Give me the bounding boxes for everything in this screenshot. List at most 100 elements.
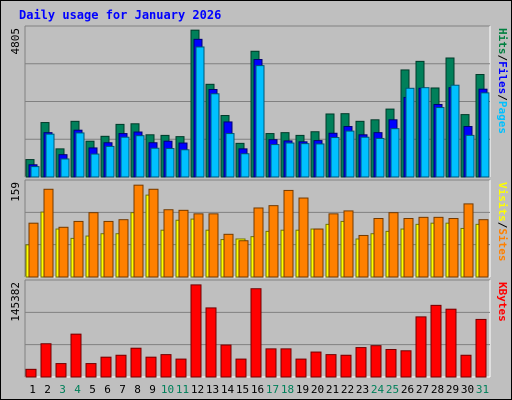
bar-sites-day-27 bbox=[418, 216, 429, 278]
bar-pages-day-17 bbox=[270, 144, 280, 178]
day-label-6: 6 bbox=[104, 383, 111, 396]
day-label-15: 15 bbox=[236, 383, 249, 396]
bar-kbytes-day-30 bbox=[460, 354, 472, 378]
bar-pages-day-14 bbox=[225, 133, 235, 178]
bar-pages-day-25 bbox=[390, 128, 400, 178]
bar-sites-day-7 bbox=[118, 219, 129, 278]
legend-kbytes: KBytes bbox=[496, 282, 509, 322]
bar-sites-day-10 bbox=[163, 209, 174, 278]
bar-sites-day-29 bbox=[448, 218, 459, 278]
day-label-30: 30 bbox=[461, 383, 474, 396]
legend-entry: Hits bbox=[496, 28, 509, 55]
day-label-16: 16 bbox=[251, 383, 264, 396]
bar-kbytes-day-6 bbox=[100, 356, 112, 378]
legend-entry: / bbox=[496, 222, 509, 229]
day-label-19: 19 bbox=[296, 383, 309, 396]
bar-kbytes-day-17 bbox=[265, 348, 277, 378]
bar-pages-day-6 bbox=[105, 145, 115, 178]
bar-pages-day-10 bbox=[165, 148, 175, 178]
legend-sites-visits: Visits/Sites bbox=[496, 182, 509, 262]
chart-title: Daily usage for January 2026 bbox=[19, 8, 222, 22]
bar-kbytes-day-29 bbox=[445, 308, 457, 378]
bar-pages-day-7 bbox=[120, 136, 130, 178]
legend-entry: / bbox=[496, 55, 509, 62]
bar-pages-day-11 bbox=[180, 149, 190, 178]
bar-sites-day-3 bbox=[58, 226, 69, 278]
bar-kbytes-day-12 bbox=[190, 284, 202, 378]
bar-sites-day-28 bbox=[433, 216, 444, 278]
bar-kbytes-day-25 bbox=[385, 348, 397, 378]
legend-entry: Files bbox=[496, 61, 509, 94]
day-label-27: 27 bbox=[416, 383, 429, 396]
day-label-2: 2 bbox=[44, 383, 51, 396]
bar-kbytes-day-9 bbox=[145, 356, 157, 378]
bar-sites-day-8 bbox=[133, 184, 144, 278]
bar-kbytes-day-24 bbox=[370, 345, 382, 378]
bar-sites-day-12 bbox=[193, 213, 204, 278]
bar-kbytes-day-8 bbox=[130, 347, 142, 378]
bar-pages-day-19 bbox=[300, 143, 310, 178]
bar-kbytes-day-3 bbox=[55, 363, 67, 378]
bar-kbytes-day-14 bbox=[220, 344, 232, 378]
day-label-29: 29 bbox=[446, 383, 459, 396]
bar-pages-day-23 bbox=[360, 136, 370, 178]
bar-kbytes-day-16 bbox=[250, 288, 262, 378]
bar-pages-day-31 bbox=[480, 92, 490, 178]
bar-kbytes-day-23 bbox=[355, 347, 367, 378]
bar-sites-day-4 bbox=[73, 220, 84, 278]
bar-kbytes-day-18 bbox=[280, 348, 292, 378]
bar-pages-day-4 bbox=[75, 132, 85, 178]
legend-entry: Pages bbox=[496, 101, 509, 134]
bar-pages-day-24 bbox=[375, 137, 385, 178]
bar-kbytes-day-10 bbox=[160, 354, 172, 378]
bar-sites-day-19 bbox=[298, 197, 309, 278]
bar-sites-day-24 bbox=[373, 218, 384, 278]
bar-kbytes-day-28 bbox=[430, 304, 442, 378]
bar-sites-day-1 bbox=[28, 222, 39, 278]
bar-kbytes-day-21 bbox=[325, 354, 337, 378]
bar-sites-day-13 bbox=[208, 213, 219, 278]
bar-sites-day-9 bbox=[148, 188, 159, 278]
bar-sites-day-14 bbox=[223, 233, 234, 278]
day-label-31: 31 bbox=[476, 383, 489, 396]
bar-pages-day-12 bbox=[195, 46, 205, 178]
day-label-9: 9 bbox=[149, 383, 156, 396]
bar-pages-day-16 bbox=[255, 65, 265, 178]
bar-kbytes-day-19 bbox=[295, 358, 307, 378]
bar-kbytes-day-1 bbox=[25, 368, 37, 378]
bar-pages-day-26 bbox=[405, 87, 415, 178]
bar-kbytes-day-22 bbox=[340, 354, 352, 378]
legend-pages-files-hits: Hits/Files/Pages bbox=[496, 28, 509, 134]
bar-pages-day-22 bbox=[345, 130, 355, 178]
bar-sites-day-26 bbox=[403, 218, 414, 278]
bar-kbytes-day-11 bbox=[175, 358, 187, 378]
bar-sites-day-15 bbox=[238, 240, 249, 278]
bar-kbytes-day-26 bbox=[400, 350, 412, 378]
bar-pages-day-8 bbox=[135, 135, 145, 178]
bar-sites-day-30 bbox=[463, 203, 474, 278]
day-label-25: 25 bbox=[386, 383, 399, 396]
day-label-5: 5 bbox=[89, 383, 96, 396]
bar-pages-day-3 bbox=[60, 158, 70, 178]
bar-sites-day-25 bbox=[388, 212, 399, 278]
bar-kbytes-day-7 bbox=[115, 354, 127, 378]
day-label-1: 1 bbox=[29, 383, 36, 396]
bar-pages-day-2 bbox=[45, 133, 55, 178]
day-label-20: 20 bbox=[311, 383, 324, 396]
bar-sites-day-2 bbox=[43, 188, 54, 278]
bar-sites-day-5 bbox=[88, 212, 99, 278]
bar-kbytes-day-20 bbox=[310, 351, 322, 378]
day-label-11: 11 bbox=[176, 383, 189, 396]
bar-sites-day-18 bbox=[283, 189, 294, 278]
bar-kbytes-day-13 bbox=[205, 307, 217, 378]
bar-pages-day-15 bbox=[240, 153, 250, 178]
day-label-21: 21 bbox=[326, 383, 339, 396]
bar-sites-day-17 bbox=[268, 205, 279, 278]
legend-entry: KBytes bbox=[496, 282, 509, 322]
bar-sites-day-20 bbox=[313, 228, 324, 278]
day-label-26: 26 bbox=[401, 383, 414, 396]
bar-kbytes-day-15 bbox=[235, 358, 247, 378]
bar-pages-day-13 bbox=[210, 93, 220, 178]
legend-entry: / bbox=[496, 94, 509, 101]
legend-entry: Visits bbox=[496, 182, 509, 222]
